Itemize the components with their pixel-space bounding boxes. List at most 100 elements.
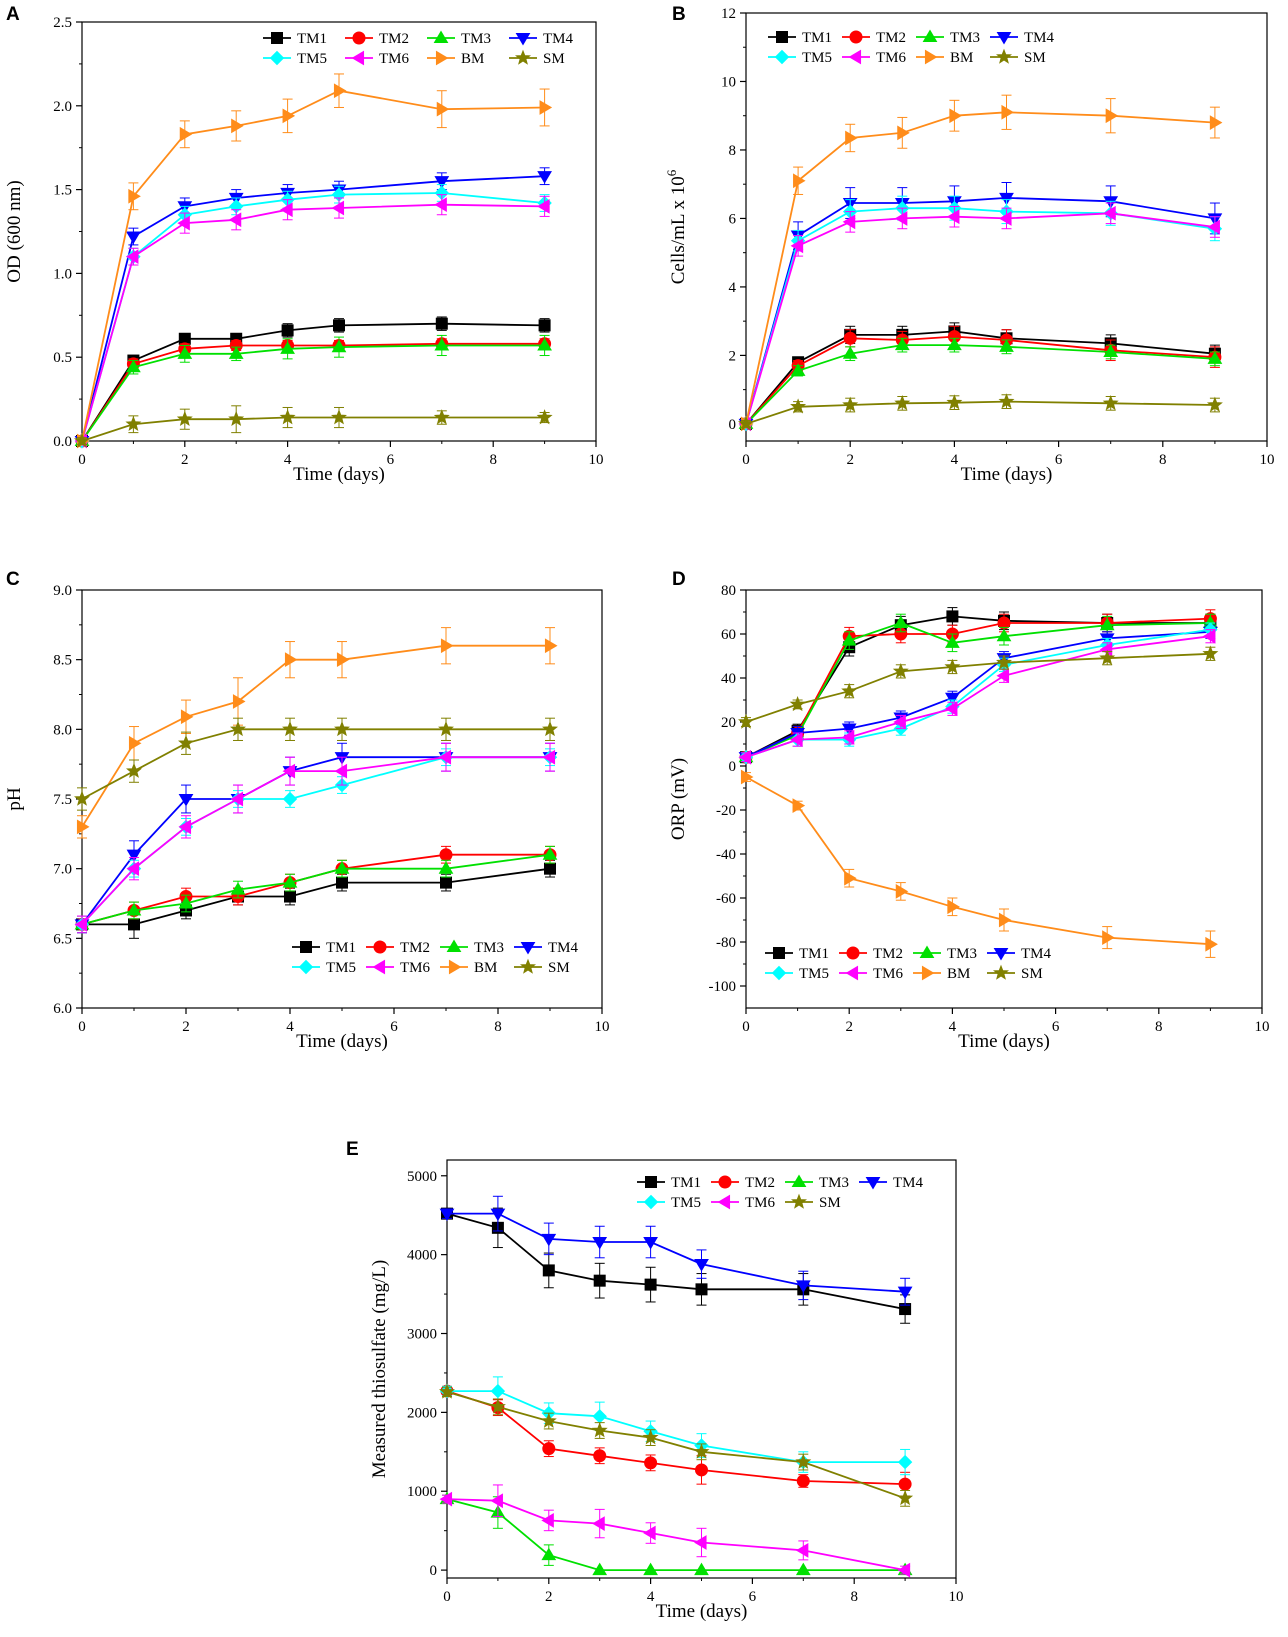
- data-point: [536, 409, 553, 425]
- series-SM: [74, 405, 553, 448]
- data-point: [695, 1463, 708, 1477]
- legend-item-BM: BM: [427, 50, 484, 67]
- data-point: [490, 1383, 506, 1399]
- legend: TM1 TM2 TM3 TM4 TM5 TM6 BM SM: [765, 945, 1052, 982]
- series-line: [745, 196, 1216, 425]
- y-tick-label: 7.0: [53, 862, 72, 878]
- x-axis-label: Time (days): [296, 1031, 388, 1052]
- series-line: [81, 322, 545, 442]
- legend-marker: [993, 947, 1009, 961]
- x-tick-label: 0: [78, 452, 86, 468]
- y-tick-label: 0: [430, 1563, 438, 1579]
- x-tick-label: 6: [387, 452, 395, 468]
- legend-marker: [919, 945, 935, 959]
- data-point: [178, 819, 192, 835]
- data-point: [178, 793, 194, 807]
- data-point: [439, 1383, 455, 1399]
- data-point: [843, 331, 857, 345]
- legend-marker: [448, 959, 462, 975]
- series-TM3: [74, 845, 558, 934]
- legend-label: TM2: [873, 946, 903, 962]
- legend-marker: [515, 49, 531, 65]
- data-point: [490, 1493, 503, 1509]
- x-tick-label: 0: [742, 452, 750, 468]
- legend-label: TM5: [802, 50, 832, 66]
- legend-marker: [433, 30, 449, 44]
- legend-item-SM: SM: [987, 964, 1043, 982]
- legend-marker: [996, 48, 1012, 64]
- series-BM: [76, 73, 553, 449]
- legend-marker: [996, 31, 1012, 45]
- legend-label: BM: [474, 960, 497, 976]
- panel-B: B 0 2 4 6 8 10 0 2 4 6 8 10 12 Time (days) Cells/mL x 1…: [664, 4, 1275, 485]
- series-TM6: [738, 202, 1220, 432]
- series-line: [81, 728, 550, 800]
- y-tick-label: 60: [721, 627, 736, 643]
- series-TM6: [439, 1484, 911, 1578]
- data-point: [334, 720, 350, 737]
- panel-letter: C: [6, 569, 20, 590]
- legend-item-TM2: TM2: [366, 940, 430, 956]
- y-axis-label-superscript: 6: [664, 169, 679, 176]
- data-point: [897, 1489, 914, 1506]
- series-TM4: [738, 181, 1223, 432]
- x-tick-label: 0: [742, 1019, 750, 1035]
- legend-item-TM4: TM4: [987, 946, 1052, 962]
- data-point: [643, 1236, 658, 1250]
- legend-label: TM4: [1024, 30, 1055, 46]
- legend-label: SM: [1024, 50, 1046, 66]
- data-point: [1207, 351, 1223, 364]
- series-TM2: [739, 325, 1222, 431]
- data-point: [128, 735, 142, 751]
- data-point: [1099, 649, 1116, 665]
- legend-marker: [271, 32, 283, 44]
- legend-label: TM2: [400, 940, 430, 956]
- y-axis-label: ORP (mV): [668, 758, 689, 840]
- series-line: [745, 630, 1211, 759]
- panel-letter: D: [672, 569, 686, 590]
- y-axis-label: Cells/mL x 106: [664, 169, 689, 284]
- data-point: [438, 720, 454, 737]
- data-point: [841, 682, 858, 698]
- x-axis-label: Time (days): [656, 1601, 748, 1622]
- legend-item-BM: BM: [913, 965, 970, 982]
- series-line: [745, 111, 1215, 425]
- y-tick-label: -20: [716, 803, 736, 819]
- data-point: [74, 432, 90, 448]
- data-point: [842, 396, 859, 412]
- data-point: [592, 1562, 608, 1576]
- data-point: [439, 1208, 455, 1222]
- legend: TM1 TM2 TM3 TM4 TM5 TM6 SM: [637, 1174, 924, 1211]
- legend-marker: [771, 965, 787, 981]
- y-tick-label: 2000: [407, 1405, 437, 1421]
- legend: TM1 TM2 TM3 TM4 TM5 TM6 BM SM: [292, 939, 579, 976]
- data-point: [331, 339, 347, 353]
- data-point: [282, 720, 298, 737]
- x-tick-label: 4: [647, 1589, 655, 1605]
- legend-label: TM2: [379, 31, 409, 47]
- series-line: [745, 330, 1215, 425]
- legend-marker: [849, 30, 863, 44]
- x-tick-label: 0: [78, 1019, 86, 1035]
- data-point: [642, 1429, 659, 1445]
- legend-item-TM4: TM4: [859, 1175, 924, 1191]
- y-tick-label: 6.5: [53, 931, 72, 947]
- data-point: [592, 1409, 607, 1424]
- series-TM6: [74, 194, 550, 449]
- legend-item-SM: SM: [785, 1193, 841, 1211]
- legend: TM1 TM2 TM3 TM4 TM5 TM6 BM SM: [768, 29, 1055, 66]
- series-line: [81, 342, 545, 442]
- data-point: [999, 192, 1014, 206]
- data-point: [228, 410, 245, 427]
- data-point: [74, 790, 90, 806]
- legend-label: TM3: [461, 31, 491, 47]
- data-point: [892, 663, 909, 679]
- data-point: [946, 394, 963, 410]
- legend-label: TM5: [671, 1195, 701, 1211]
- data-point: [996, 628, 1012, 642]
- data-point: [541, 1513, 554, 1528]
- data-point: [795, 1453, 812, 1469]
- data-point: [128, 188, 141, 204]
- series-line: [745, 212, 1216, 425]
- legend-label: TM2: [876, 30, 906, 46]
